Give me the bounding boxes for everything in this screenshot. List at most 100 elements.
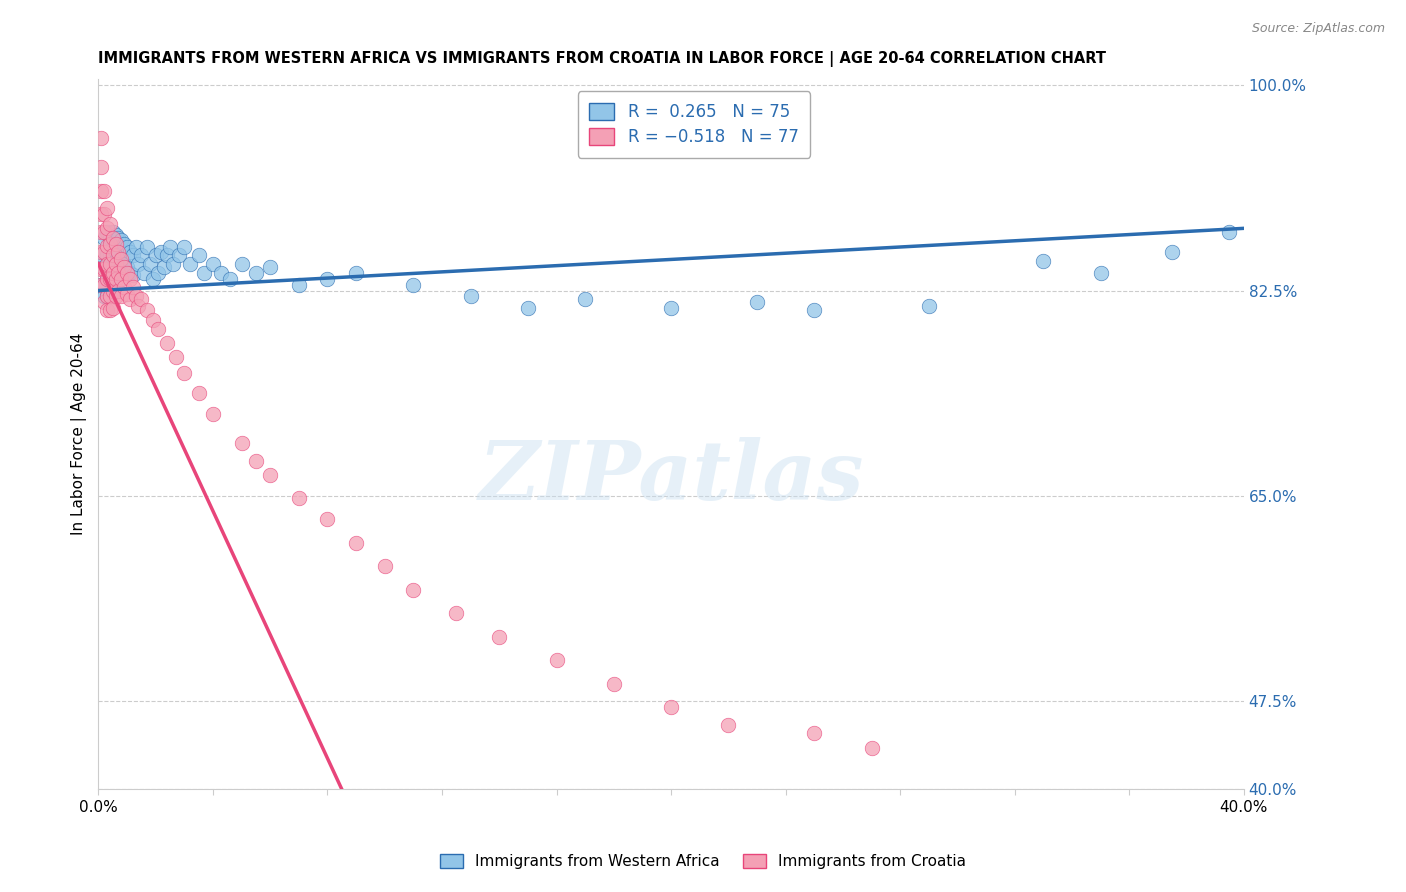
Point: [717, 717, 740, 731]
Point: [288, 277, 311, 292]
Point: [446, 606, 468, 620]
Point: [101, 266, 124, 280]
Point: [245, 266, 267, 280]
Point: [93, 277, 115, 292]
Point: [803, 303, 825, 318]
Point: [110, 252, 132, 266]
Point: [316, 512, 339, 526]
Point: [162, 256, 184, 270]
Point: [115, 287, 138, 301]
Point: [193, 266, 215, 280]
Point: [101, 225, 124, 239]
Point: [93, 295, 115, 310]
Point: [104, 262, 127, 277]
Point: [118, 272, 141, 286]
Point: [101, 260, 124, 274]
Point: [96, 289, 118, 303]
Point: [93, 262, 115, 277]
Point: [1090, 266, 1112, 280]
Point: [90, 262, 112, 277]
Point: [131, 292, 153, 306]
Point: [121, 248, 143, 262]
Point: [112, 280, 135, 294]
Point: [201, 407, 224, 421]
Point: [574, 292, 596, 306]
Point: [316, 272, 339, 286]
Point: [156, 248, 179, 262]
Point: [98, 266, 121, 280]
Point: [93, 225, 115, 239]
Point: [104, 256, 127, 270]
Point: [110, 289, 132, 303]
Point: [90, 244, 112, 259]
Point: [98, 256, 121, 270]
Point: [90, 131, 112, 145]
Point: [96, 303, 118, 318]
Point: [546, 653, 568, 667]
Point: [90, 207, 112, 221]
Point: [142, 272, 165, 286]
Point: [107, 248, 129, 262]
Y-axis label: In Labor Force | Age 20-64: In Labor Force | Age 20-64: [72, 333, 87, 535]
Point: [104, 284, 127, 298]
Point: [93, 260, 115, 274]
Point: [98, 289, 121, 303]
Point: [110, 233, 132, 247]
Point: [156, 336, 179, 351]
Point: [93, 289, 115, 303]
Point: [179, 256, 201, 270]
Point: [93, 207, 115, 221]
Point: [201, 256, 224, 270]
Point: [98, 231, 121, 245]
Point: [115, 266, 138, 280]
Point: [127, 299, 149, 313]
Point: [112, 260, 135, 274]
Point: [288, 491, 311, 506]
Point: [101, 301, 124, 315]
Point: [101, 231, 124, 245]
Point: [344, 535, 367, 549]
Point: [127, 256, 149, 270]
Point: [124, 240, 146, 254]
Point: [107, 244, 129, 259]
Point: [96, 289, 118, 303]
Point: [145, 248, 167, 262]
Point: [118, 244, 141, 259]
Text: IMMIGRANTS FROM WESTERN AFRICA VS IMMIGRANTS FROM CROATIA IN LABOR FORCE | AGE 2: IMMIGRANTS FROM WESTERN AFRICA VS IMMIGR…: [98, 51, 1107, 67]
Text: ZIPatlas: ZIPatlas: [478, 437, 863, 516]
Point: [104, 272, 127, 286]
Point: [488, 630, 510, 644]
Point: [1161, 244, 1184, 259]
Point: [131, 248, 153, 262]
Point: [1218, 225, 1240, 239]
Point: [112, 236, 135, 251]
Point: [259, 467, 281, 482]
Point: [165, 351, 187, 365]
Point: [603, 676, 626, 690]
Point: [516, 301, 538, 315]
Point: [659, 301, 682, 315]
Point: [918, 299, 941, 313]
Point: [231, 256, 253, 270]
Point: [153, 260, 176, 274]
Point: [98, 217, 121, 231]
Point: [96, 202, 118, 216]
Point: [104, 244, 127, 259]
Point: [110, 272, 132, 286]
Point: [96, 272, 118, 286]
Point: [134, 266, 156, 280]
Legend: R =  0.265   N = 75, R = −0.518   N = 77: R = 0.265 N = 75, R = −0.518 N = 77: [578, 91, 810, 158]
Point: [104, 228, 127, 243]
Point: [110, 252, 132, 266]
Point: [121, 268, 143, 283]
Point: [90, 277, 112, 292]
Point: [402, 582, 425, 597]
Point: [139, 256, 162, 270]
Point: [98, 236, 121, 251]
Point: [211, 266, 233, 280]
Point: [90, 277, 112, 292]
Point: [259, 260, 281, 274]
Point: [803, 726, 825, 740]
Point: [96, 221, 118, 235]
Point: [136, 303, 159, 318]
